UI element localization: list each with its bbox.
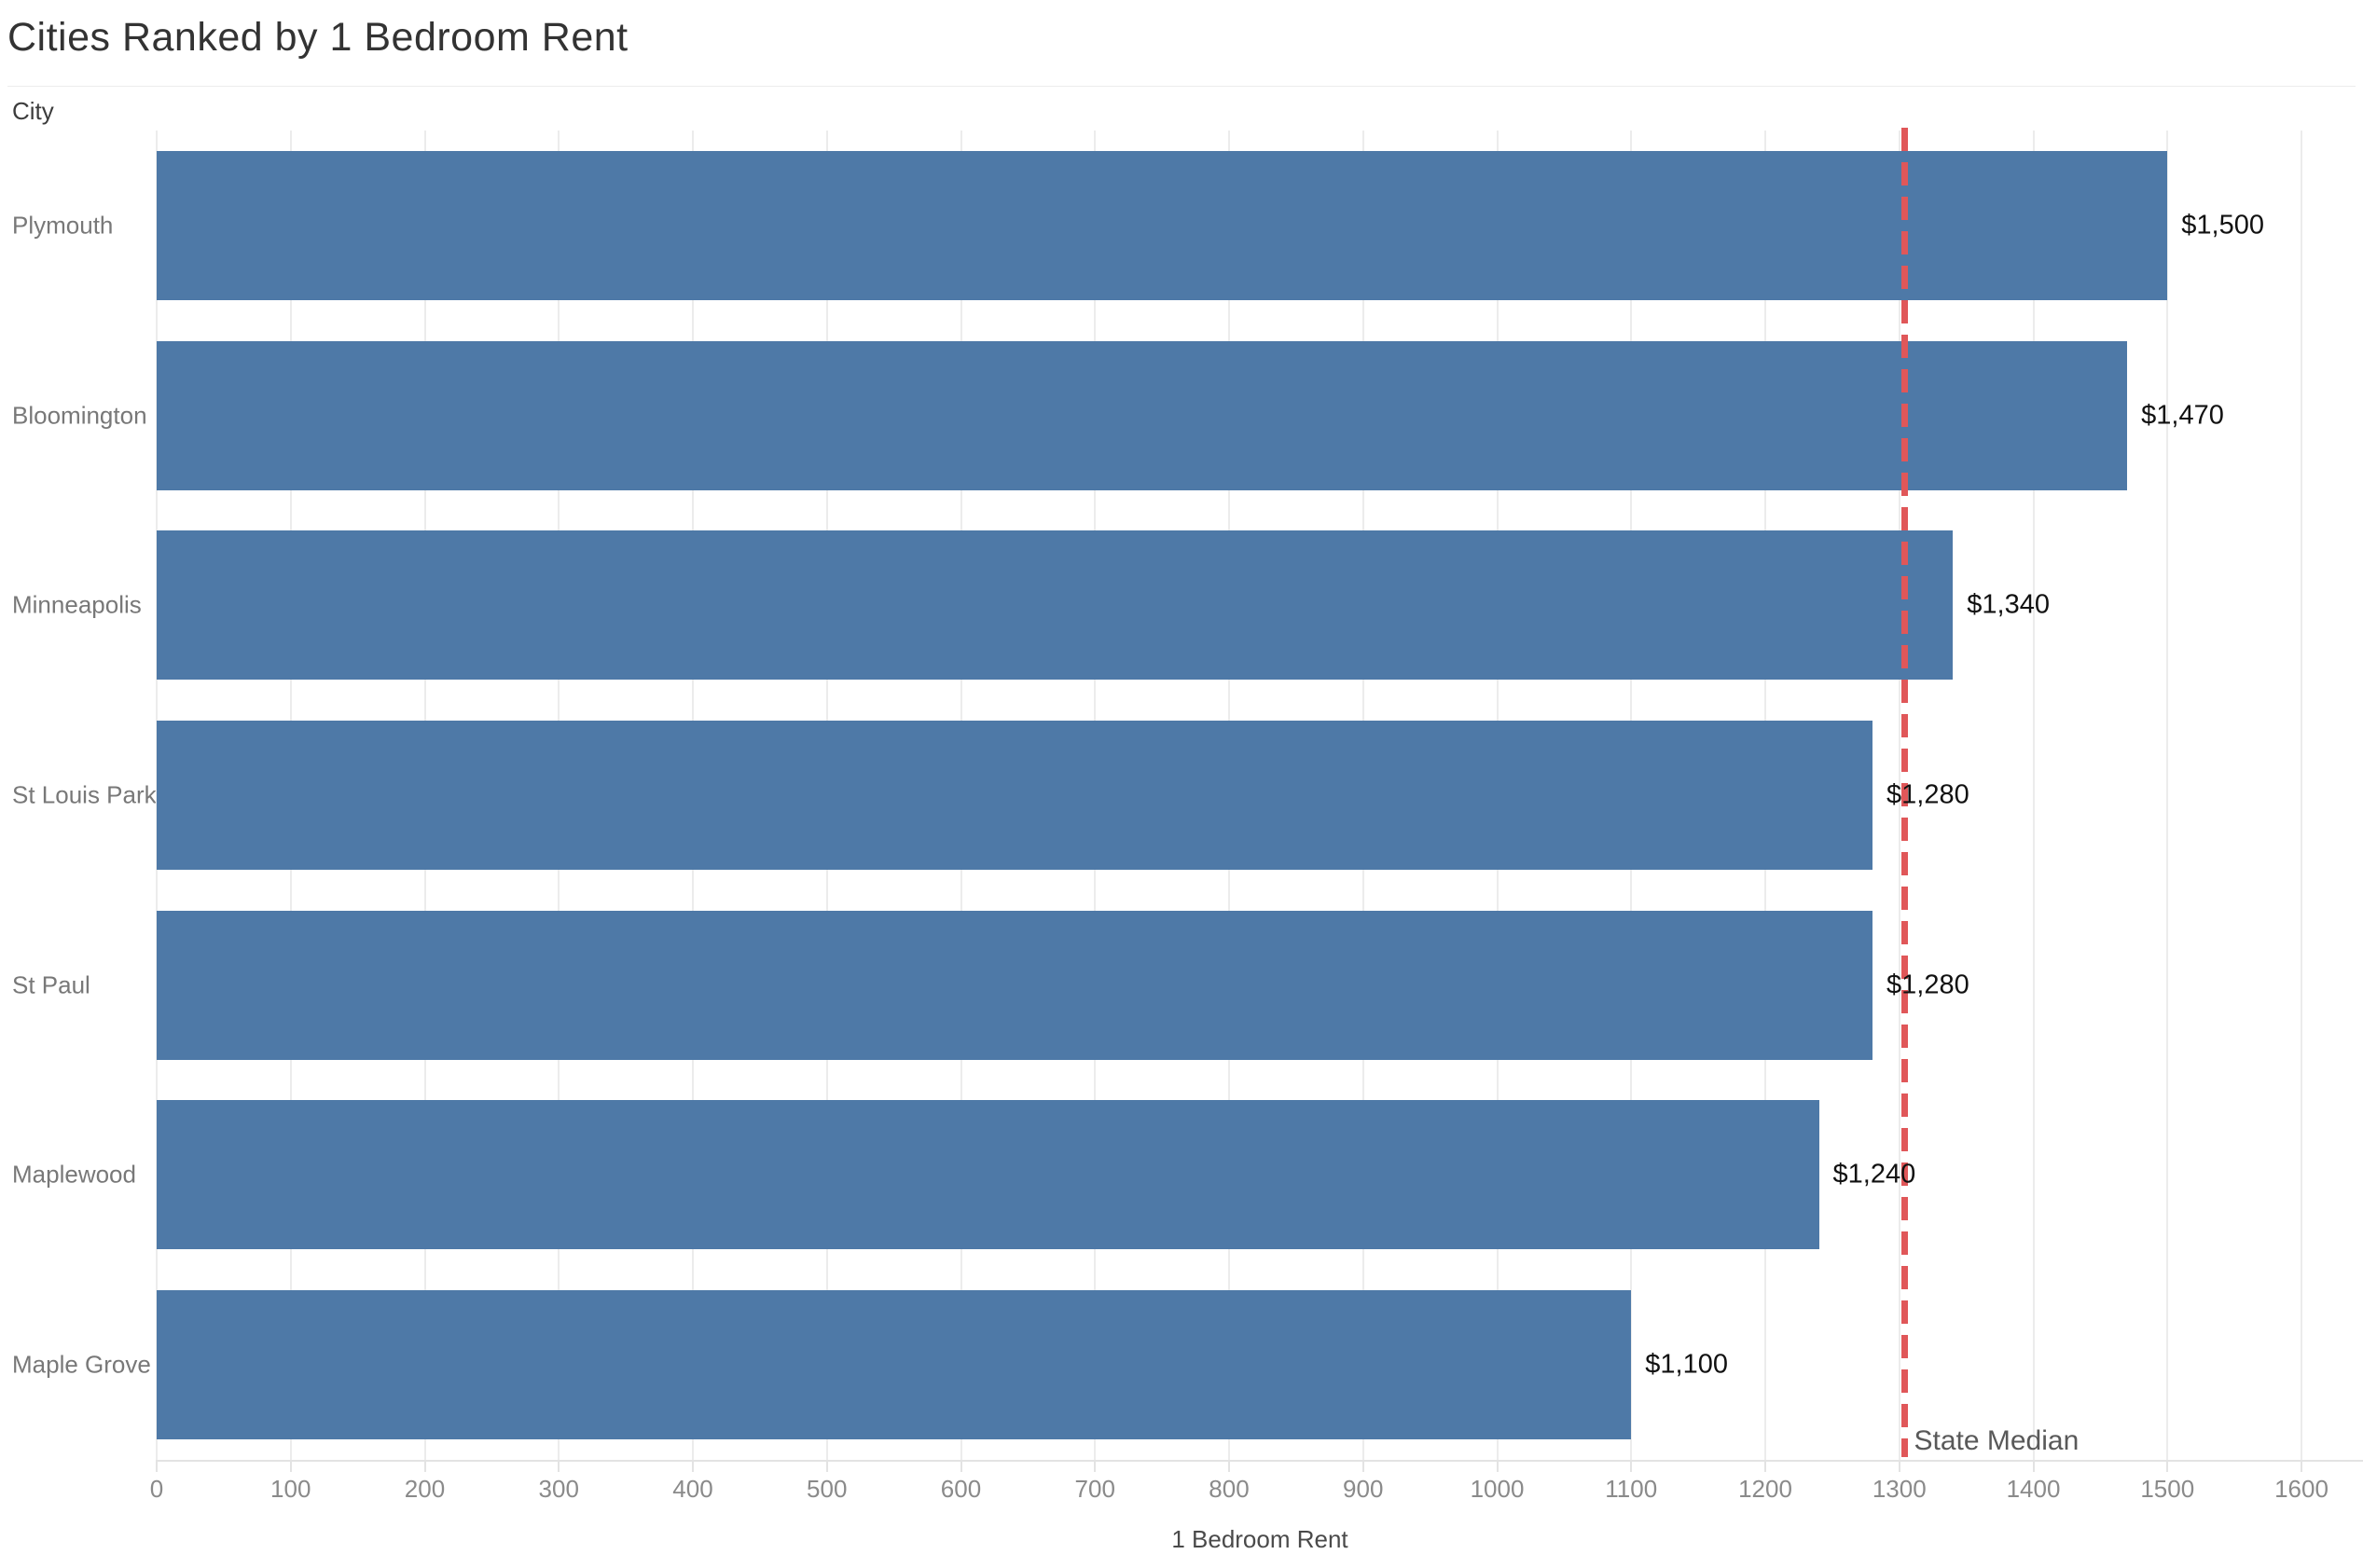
x-tick-label: 200 [404, 1475, 446, 1503]
x-tick [2166, 1460, 2169, 1472]
x-tick [289, 1460, 292, 1472]
x-tick-label: 1000 [1470, 1475, 1525, 1503]
bar-value-label: $1,240 [1832, 1159, 1916, 1190]
x-tick-label: 400 [672, 1475, 713, 1503]
x-tick [1630, 1460, 1633, 1472]
x-tick [825, 1460, 828, 1472]
x-tick [558, 1460, 560, 1472]
x-tick [2032, 1460, 2035, 1472]
x-tick-label: 100 [270, 1475, 311, 1503]
x-tick [1228, 1460, 1230, 1472]
x-tick-label: 900 [1343, 1475, 1384, 1503]
category-label-plymouth: Plymouth [12, 211, 114, 240]
category-label-maple-grove: Maple Grove [12, 1350, 151, 1379]
x-tick-label: 0 [149, 1475, 164, 1503]
gridline-x-1500 [2166, 131, 2169, 1460]
row-axis-header: City [12, 97, 54, 125]
bar-value-label: $1,100 [1645, 1349, 1728, 1380]
category-label-bloomington: Bloomington [12, 401, 147, 430]
x-tick [156, 1460, 158, 1472]
bar-value-label: $1,470 [2141, 400, 2224, 431]
bar-maple-grove[interactable] [157, 1290, 1632, 1440]
title-divider [7, 86, 2356, 87]
bar-bloomington[interactable] [157, 340, 2128, 490]
x-axis-line [157, 1460, 2363, 1462]
bar-st-louis-park[interactable] [157, 721, 1872, 870]
state-median-reference-line [1901, 128, 1908, 1457]
state-median-label: State Median [1914, 1425, 2080, 1456]
category-label-st-paul: St Paul [12, 970, 90, 999]
x-axis-title: 1 Bedroom Rent [1171, 1525, 1348, 1553]
bar-st-paul[interactable] [157, 910, 1872, 1060]
category-label-minneapolis: Minneapolis [12, 590, 142, 619]
x-tick-label: 300 [538, 1475, 579, 1503]
x-tick-label: 800 [1209, 1475, 1250, 1503]
x-tick [2301, 1460, 2302, 1472]
bar-minneapolis[interactable] [157, 530, 1954, 681]
x-tick [1496, 1460, 1499, 1472]
x-tick [1094, 1460, 1097, 1472]
bar-value-label: $1,340 [1967, 589, 2050, 620]
x-tick-label: 1500 [2140, 1475, 2195, 1503]
x-tick-label: 700 [1074, 1475, 1115, 1503]
x-tick [1764, 1460, 1766, 1472]
x-tick-label: 600 [940, 1475, 982, 1503]
x-tick [960, 1460, 962, 1472]
x-tick-label: 1600 [2274, 1475, 2328, 1503]
x-tick-label: 1100 [1605, 1475, 1658, 1503]
x-tick [1361, 1460, 1364, 1472]
gridline-x-1600 [2301, 131, 2302, 1460]
x-tick-label: 1200 [1738, 1475, 1792, 1503]
x-tick-label: 500 [807, 1475, 848, 1503]
chart-title: Cities Ranked by 1 Bedroom Rent [7, 15, 629, 60]
x-tick [1898, 1460, 1900, 1472]
x-tick [423, 1460, 426, 1472]
bar-maplewood[interactable] [157, 1100, 1819, 1250]
plot-area: $1,500 $1,470 $1,340 $1,280 $1,280 $1,240 $1,1… [156, 131, 2363, 1460]
gridline-x-1400 [2032, 131, 2035, 1460]
x-tick-label: 1400 [2006, 1475, 2061, 1503]
gridline-x-1300 [1898, 131, 1900, 1460]
bar-value-label: $1,500 [2181, 210, 2264, 241]
x-tick-label: 1300 [1872, 1475, 1927, 1503]
category-label-st-louis-park: St Louis Park [12, 780, 157, 809]
bar-value-label: $1,280 [1886, 970, 1969, 1000]
bar-value-label: $1,280 [1886, 779, 1969, 810]
x-tick [692, 1460, 694, 1472]
bar-plymouth[interactable] [157, 150, 2168, 300]
category-label-maplewood: Maplewood [12, 1160, 136, 1189]
